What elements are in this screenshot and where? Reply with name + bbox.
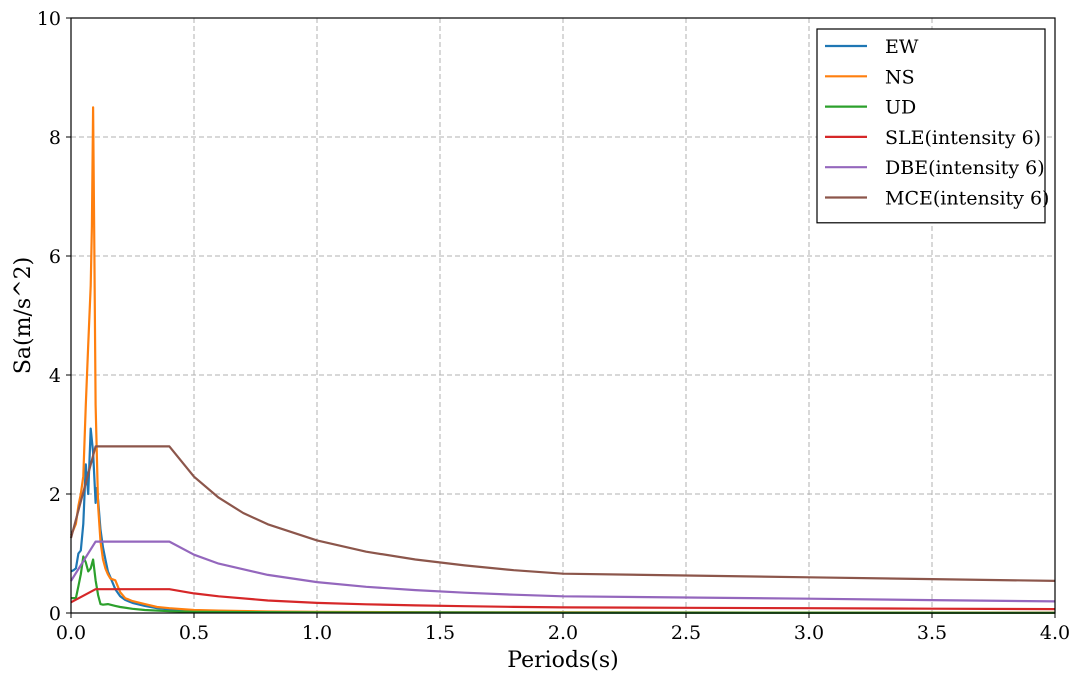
legend-label: SLE(intensity 6) [885,127,1041,149]
legend-label: UD [885,97,916,119]
series-line-dbe-intensity-6 [70,540,1056,603]
x-axis-label: Periods(s) [507,648,618,673]
series-line-ew [70,427,1056,614]
x-tick-label: 2.5 [671,622,701,644]
legend-label: NS [885,66,915,88]
y-tick-label: 4 [49,365,61,387]
y-tick-label: 0 [49,603,61,625]
y-tick-label: 10 [37,8,61,30]
y-tick-label: 6 [49,246,61,268]
y-tick-label: 2 [49,484,61,506]
series-line-mce-intensity-6 [69,445,1056,582]
legend-label: DBE(intensity 6) [885,157,1045,179]
x-tick-label: 4.0 [1040,622,1070,644]
x-tick-label: 3.0 [794,622,824,644]
x-tick-label: 3.5 [917,622,947,644]
x-axis: 0.0 0.5 1.0 1.5 2.0 2.5 3.0 3.5 4.0 [56,613,1070,644]
y-axis-label: Sa(m/s^2) [11,257,36,374]
legend-label: EW [885,36,919,58]
legend: EW NS UD SLE(intensity 6) DBE(intensity 6) MC… [816,28,1049,224]
series-group [69,106,1056,614]
y-tick-label: 8 [49,127,61,149]
series-line-sle-intensity-6 [70,588,1056,611]
x-tick-label: 1.5 [425,622,455,644]
x-tick-label: 2.0 [548,622,578,644]
y-axis: 0 2 4 6 8 10 [37,8,71,625]
legend-box [816,28,1046,224]
x-tick-label: 0.5 [179,622,209,644]
legend-label: MCE(intensity 6) [885,188,1049,210]
x-tick-label: 0.0 [56,622,86,644]
x-tick-label: 1.0 [302,622,332,644]
